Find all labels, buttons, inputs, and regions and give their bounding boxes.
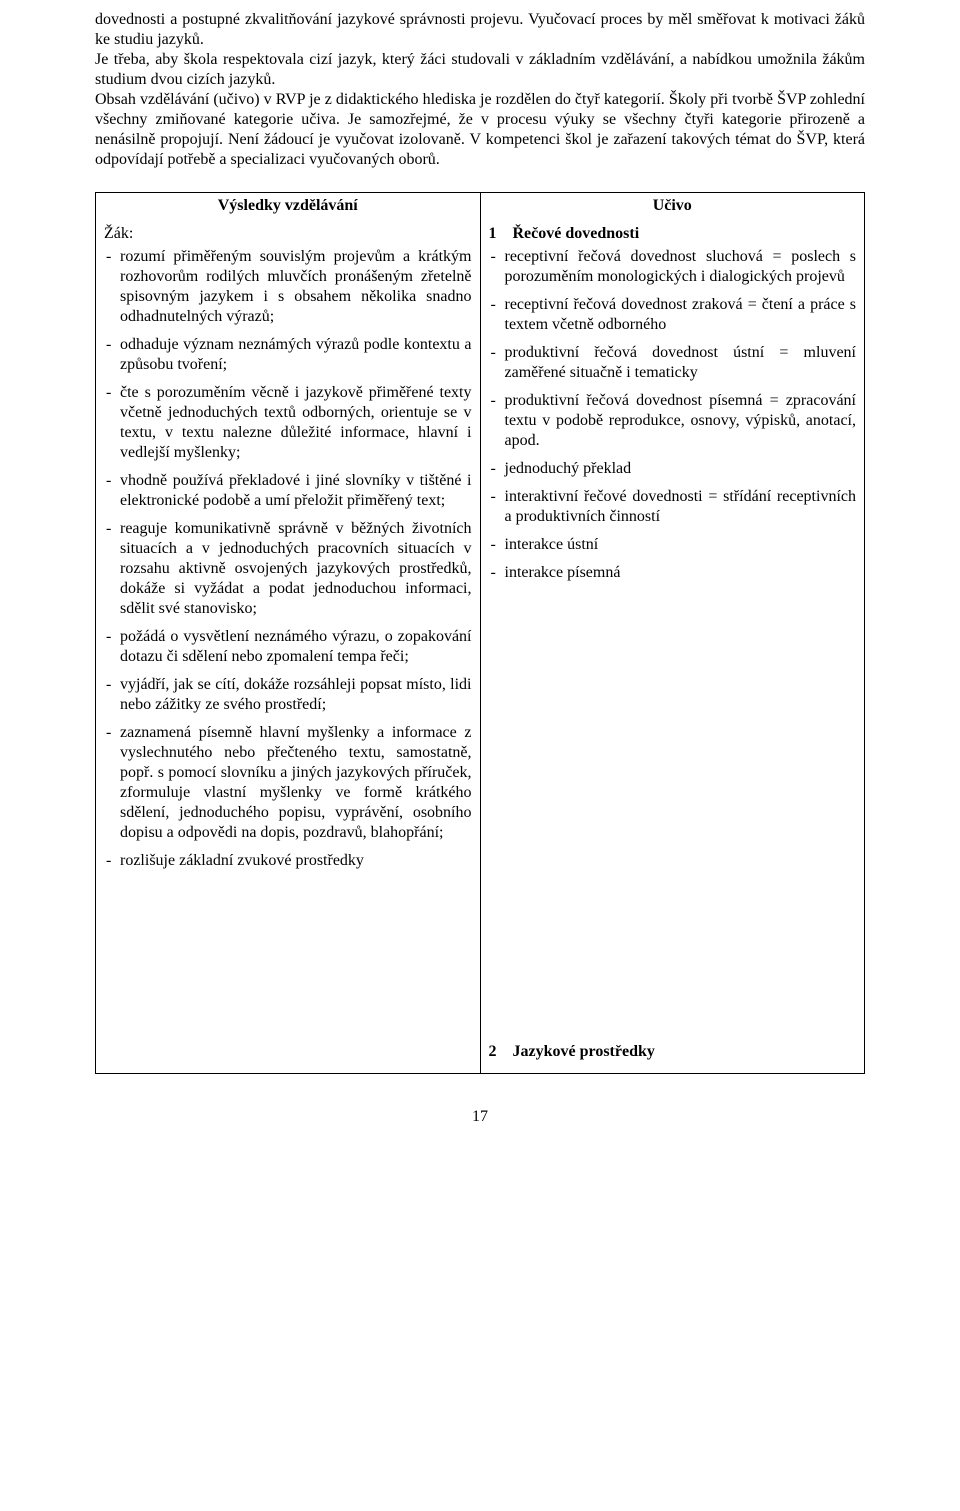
list-item: jednoduchý překlad (489, 459, 857, 479)
section-2-title: Jazykové prostředky (513, 1043, 655, 1060)
list-item: požádá o vysvětlení neznámého výrazu, o … (104, 627, 472, 667)
outcomes-table: Výsledky vzdělávání Učivo Žák: rozumí př… (95, 192, 865, 1074)
list-item: odhaduje význam neznámých výrazů podle k… (104, 335, 472, 375)
list-item: vhodně používá překladové i jiné slovník… (104, 471, 472, 511)
list-item: interakce ústní (489, 535, 857, 555)
table-cell-left: Žák: rozumí přiměřeným souvislým projevů… (96, 219, 481, 1074)
left-list: rozumí přiměřeným souvislým projevům a k… (104, 247, 472, 871)
list-item: interakce písemná (489, 563, 857, 583)
table-header-left: Výsledky vzdělávání (96, 193, 481, 220)
table-header-right: Učivo (480, 193, 865, 220)
list-item: zaznamená písemně hlavní myšlenky a info… (104, 723, 472, 843)
list-item: receptivní řečová dovednost zraková = čt… (489, 295, 857, 335)
list-item: receptivní řečová dovednost sluchová = p… (489, 247, 857, 287)
section-1-head: 1 Řečové dovednosti (489, 225, 857, 243)
intro-text: dovednosti a postupné zkvalitňování jazy… (95, 10, 865, 170)
right-list-1: receptivní řečová dovednost sluchová = p… (489, 247, 857, 583)
list-item: čte s porozuměním věcně i jazykově přimě… (104, 383, 472, 463)
list-item: vyjádří, jak se cítí, dokáže rozsáhleji … (104, 675, 472, 715)
intro-paragraph-2: Je třeba, aby škola respektovala cizí ja… (95, 50, 865, 90)
left-lead: Žák: (104, 225, 472, 243)
list-item: produktivní řečová dovednost písemná = z… (489, 391, 857, 451)
intro-paragraph-3: Obsah vzdělávání (učivo) v RVP je z dida… (95, 90, 865, 170)
section-2-head: 2 Jazykové prostředky (489, 1043, 857, 1061)
section-1-title: Řečové dovednosti (513, 225, 640, 242)
section-2-number: 2 (489, 1043, 509, 1061)
section-1-number: 1 (489, 225, 509, 243)
list-item: reaguje komunikativně správně v běžných … (104, 519, 472, 619)
list-item: produktivní řečová dovednost ústní = mlu… (489, 343, 857, 383)
page-number: 17 (95, 1108, 865, 1126)
table-cell-right: 1 Řečové dovednosti receptivní řečová do… (480, 219, 865, 1074)
list-item: interaktivní řečové dovednosti = střídán… (489, 487, 857, 527)
intro-paragraph-1: dovednosti a postupné zkvalitňování jazy… (95, 10, 865, 50)
list-item: rozlišuje základní zvukové prostředky (104, 851, 472, 871)
list-item: rozumí přiměřeným souvislým projevům a k… (104, 247, 472, 327)
